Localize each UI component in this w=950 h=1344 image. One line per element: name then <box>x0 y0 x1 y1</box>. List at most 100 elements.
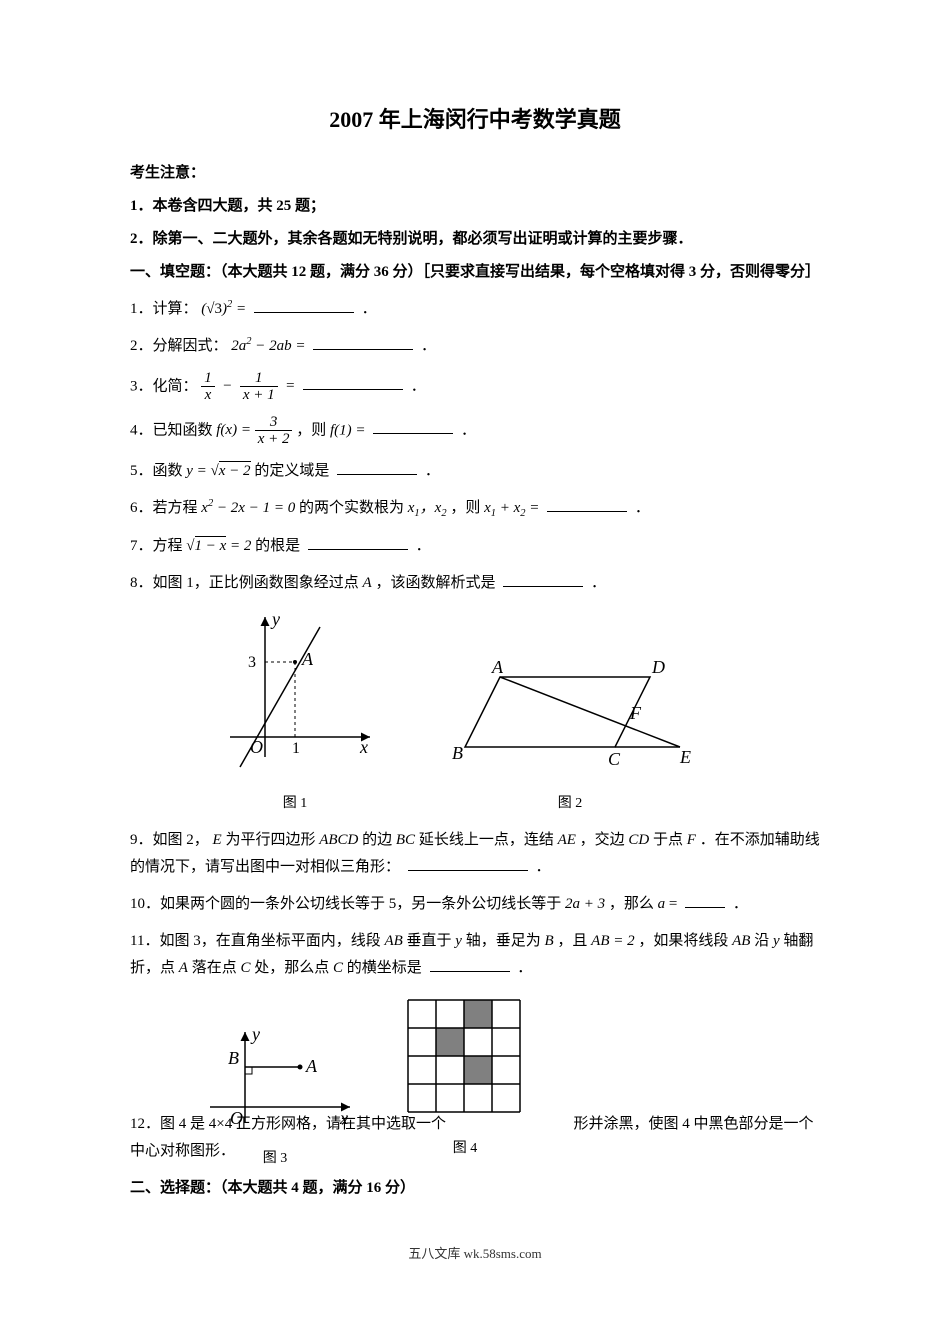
q3-pre: 3．化简： <box>130 378 198 394</box>
fig3-y: y <box>250 1024 260 1044</box>
q11-mid5: 沿 <box>754 933 773 949</box>
q11-A: A <box>179 960 188 976</box>
q10-blank <box>685 892 725 908</box>
q8-mid: ，该函数解析式是 <box>375 575 495 591</box>
q9-mid1: 为平行四边形 <box>225 832 319 848</box>
notice-header: 考生注意： <box>130 160 820 187</box>
figure-2: A D B C E F 图 2 <box>440 657 700 816</box>
q9-mid3: 延长线上一点，连结 <box>419 832 558 848</box>
notice-2: 2．除第一、二大题外，其余各题如无特别说明，都必须写出证明或计算的主要步骤． <box>130 226 820 253</box>
question-3: 3．化简： 1x − 1x + 1 = ． <box>130 370 820 404</box>
fig1-A-label: A <box>301 649 314 669</box>
q7-blank <box>308 534 408 550</box>
q11-mid2: 轴，垂足为 <box>466 933 545 949</box>
q10-math: 2a + 3 <box>565 896 605 912</box>
question-1: 1．计算： (√3)2 = ． <box>130 296 820 323</box>
q9-pre: 9．如图 2， <box>130 832 209 848</box>
q10-pre: 10．如果两个圆的一条外公切线长等于 5，另一条外公切线长等于 <box>130 896 565 912</box>
q5-post: ． <box>425 463 440 479</box>
q3-blank <box>303 374 403 390</box>
figure-1: A 3 1 O y x 图 1 <box>210 607 380 816</box>
q7-post: ． <box>416 538 431 554</box>
figure-4: 图 4 <box>400 992 530 1161</box>
q5-pre: 5．函数 <box>130 463 186 479</box>
fig2-F: F <box>629 703 642 723</box>
fig3-O: O <box>230 1108 243 1128</box>
q7-math: √1 − x = 2 <box>186 536 251 554</box>
q2-pre: 2．分解因式： <box>130 338 228 354</box>
question-10: 10．如果两个圆的一条外公切线长等于 5，另一条外公切线长等于 2a + 3 ，… <box>130 891 820 918</box>
fig3-label: 图 3 <box>190 1146 360 1171</box>
q6-pre: 6．若方程 <box>130 500 201 516</box>
q8-pre: 8．如图 1，正比例函数图象经过点 <box>130 575 363 591</box>
fig2-D: D <box>651 657 665 677</box>
fig1-O-label: O <box>250 737 263 757</box>
q2-blank <box>313 334 413 350</box>
q11-mid1: 垂直于 <box>407 933 456 949</box>
q9-post: ． <box>536 859 551 875</box>
q2-post: ． <box>421 338 436 354</box>
q3-math: 1x − 1x + 1 = <box>201 378 299 394</box>
q11-y2: y <box>773 933 780 949</box>
q9-blank <box>408 855 528 871</box>
q5-mid: 的定义域是 <box>254 463 329 479</box>
q11-mid3: ，且 <box>557 933 591 949</box>
q6-mid1: 的两个实数根为 <box>299 500 408 516</box>
q10-mid: ，那么 a = <box>609 896 677 912</box>
q8-post: ． <box>591 575 606 591</box>
q4-math1: f(x) = 3x + 2 <box>216 422 296 438</box>
fig1-tick-y: 3 <box>248 654 256 671</box>
fig2-C: C <box>608 749 621 769</box>
fig2-E: E <box>679 747 691 767</box>
q6-math2: x1，x2 <box>408 500 447 516</box>
fig2-svg: A D B C E F <box>440 657 700 777</box>
figures-row-1: A 3 1 O y x 图 1 A D B C E F 图 2 <box>210 607 820 816</box>
q5-math: y = √x − 2 <box>186 461 250 479</box>
fig2-A: A <box>491 657 504 677</box>
q9-CD: CD <box>628 832 649 848</box>
q11-post: ． <box>517 960 532 976</box>
q9-ABCD: ABCD <box>319 832 358 848</box>
question-6: 6．若方程 x2 − 2x − 1 = 0 的两个实数根为 x1，x2 ，则 x… <box>130 495 820 524</box>
q11-blank <box>430 956 510 972</box>
fig2-B: B <box>452 743 463 763</box>
q7-pre: 7．方程 <box>130 538 186 554</box>
q2-math: 2a2 − 2ab = <box>231 338 305 354</box>
fig3-x: x <box>339 1108 348 1128</box>
fig4-svg <box>400 992 530 1122</box>
q9-mid5: 于点 <box>653 832 687 848</box>
q1-post: ． <box>362 301 377 317</box>
q1-blank <box>254 297 354 313</box>
figure-3: B A y x O 图 3 <box>190 1022 360 1171</box>
q9-mid4: ，交边 <box>580 832 629 848</box>
q8-A: A <box>363 575 372 591</box>
q11-mid9: 的横坐标是 <box>347 960 422 976</box>
fig1-x-label: x <box>359 737 368 757</box>
q9-BC: BC <box>396 832 415 848</box>
question-9: 9．如图 2， E 为平行四边形 ABCD 的边 BC 延长线上一点，连结 AE… <box>130 827 820 881</box>
fig3-B: B <box>228 1048 239 1068</box>
fig1-label: 图 1 <box>210 791 380 816</box>
q11-pre: 11．如图 3，在直角坐标平面内，线段 <box>130 933 384 949</box>
q6-math3: x1 + x2 = <box>484 500 539 516</box>
q9-AE: AE <box>558 832 576 848</box>
fig2-label: 图 2 <box>440 791 700 816</box>
fig1-tick-x: 1 <box>292 740 300 757</box>
fig1-y-label: y <box>270 609 280 629</box>
q4-blank <box>373 418 453 434</box>
q7-mid: 的根是 <box>255 538 300 554</box>
q4-post: ． <box>461 422 476 438</box>
page-title: 2007 年上海闵行中考数学真题 <box>130 100 820 140</box>
q3-post: ． <box>411 378 426 394</box>
q12-figures-wrap: B A y x O 图 3 图 4 12．图 4 是 4×4 正方形网格，请在其… <box>130 1002 820 1165</box>
q5-blank <box>337 459 417 475</box>
fig1-svg: A 3 1 O y x <box>210 607 380 777</box>
q9-F: F <box>687 832 696 848</box>
q10-post: ． <box>733 896 748 912</box>
question-7: 7．方程 √1 − x = 2 的根是 ． <box>130 533 820 560</box>
q4-pre: 4．已知函数 <box>130 422 216 438</box>
q9-E: E <box>213 832 222 848</box>
q11-C2: C <box>333 960 343 976</box>
q11-AB2: AB = 2 <box>591 933 634 949</box>
q11-y: y <box>455 933 462 949</box>
